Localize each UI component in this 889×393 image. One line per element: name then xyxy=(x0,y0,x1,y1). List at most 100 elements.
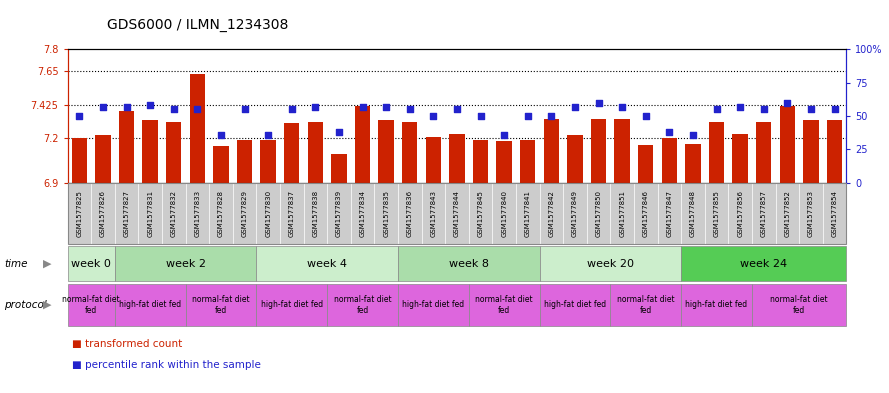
Text: week 8: week 8 xyxy=(449,259,489,269)
Text: protocol: protocol xyxy=(4,300,47,310)
Text: GSM1577835: GSM1577835 xyxy=(383,190,389,237)
Text: normal-fat diet
fed: normal-fat diet fed xyxy=(770,295,828,315)
Text: GSM1577828: GSM1577828 xyxy=(218,190,224,237)
Bar xyxy=(685,144,701,183)
Point xyxy=(638,113,653,119)
Point xyxy=(426,113,440,119)
Point xyxy=(474,113,488,119)
Text: normal-fat diet
fed: normal-fat diet fed xyxy=(476,295,533,315)
Text: GSM1577830: GSM1577830 xyxy=(265,190,271,237)
Point xyxy=(450,106,464,112)
Bar xyxy=(213,146,228,183)
Text: GSM1577854: GSM1577854 xyxy=(831,190,837,237)
Point xyxy=(709,106,724,112)
Bar xyxy=(614,119,629,183)
Bar xyxy=(95,135,110,183)
Text: GSM1577842: GSM1577842 xyxy=(549,190,555,237)
Text: GSM1577825: GSM1577825 xyxy=(76,190,83,237)
Text: week 4: week 4 xyxy=(308,259,347,269)
Text: GSM1577843: GSM1577843 xyxy=(430,190,436,237)
Text: normal-fat diet
fed: normal-fat diet fed xyxy=(333,295,391,315)
Bar xyxy=(284,123,300,183)
Point xyxy=(190,106,204,112)
Point xyxy=(166,106,180,112)
Bar xyxy=(756,122,772,183)
Bar xyxy=(260,140,276,183)
Bar xyxy=(567,135,582,183)
Bar xyxy=(402,122,418,183)
Bar xyxy=(780,106,795,183)
Bar xyxy=(709,122,725,183)
Point xyxy=(544,113,558,119)
Bar xyxy=(638,145,653,183)
Point xyxy=(497,132,511,138)
Bar xyxy=(189,74,205,183)
Text: GSM1577853: GSM1577853 xyxy=(808,190,814,237)
Point xyxy=(733,103,748,110)
Text: GSM1577844: GSM1577844 xyxy=(454,190,460,237)
Bar xyxy=(520,140,535,183)
Point xyxy=(662,129,677,135)
Text: GSM1577829: GSM1577829 xyxy=(242,190,247,237)
Bar xyxy=(308,122,323,183)
Text: GSM1577847: GSM1577847 xyxy=(667,190,672,237)
Text: GSM1577857: GSM1577857 xyxy=(761,190,766,237)
Text: week 2: week 2 xyxy=(165,259,205,269)
Bar xyxy=(496,141,512,183)
Point xyxy=(379,103,393,110)
Point xyxy=(757,106,771,112)
Text: GSM1577848: GSM1577848 xyxy=(690,190,696,237)
Point xyxy=(119,103,133,110)
Point xyxy=(332,129,346,135)
Bar xyxy=(544,119,559,183)
Point xyxy=(828,106,842,112)
Text: normal-fat diet
fed: normal-fat diet fed xyxy=(617,295,675,315)
Bar xyxy=(733,134,748,183)
Text: GSM1577856: GSM1577856 xyxy=(737,190,743,237)
Text: GSM1577852: GSM1577852 xyxy=(784,190,790,237)
Point xyxy=(521,113,535,119)
Text: GSM1577846: GSM1577846 xyxy=(643,190,649,237)
Text: GSM1577826: GSM1577826 xyxy=(100,190,106,237)
Text: GSM1577841: GSM1577841 xyxy=(525,190,531,237)
Point xyxy=(237,106,252,112)
Text: GSM1577827: GSM1577827 xyxy=(124,190,130,237)
Text: normal-fat diet
fed: normal-fat diet fed xyxy=(62,295,120,315)
Text: high-fat diet fed: high-fat diet fed xyxy=(119,301,181,309)
Text: week 0: week 0 xyxy=(71,259,111,269)
Bar xyxy=(827,120,842,183)
Text: GSM1577833: GSM1577833 xyxy=(195,190,200,237)
Bar xyxy=(166,122,181,183)
Point xyxy=(615,103,629,110)
Bar xyxy=(355,106,370,183)
Text: GSM1577851: GSM1577851 xyxy=(619,190,625,237)
Text: GSM1577839: GSM1577839 xyxy=(336,190,342,237)
Text: high-fat diet fed: high-fat diet fed xyxy=(403,301,464,309)
Text: week 20: week 20 xyxy=(587,259,634,269)
Point xyxy=(781,99,795,106)
Bar xyxy=(473,140,488,183)
Text: normal-fat diet
fed: normal-fat diet fed xyxy=(192,295,250,315)
Bar xyxy=(661,138,677,183)
Bar xyxy=(591,119,606,183)
Text: time: time xyxy=(4,259,28,269)
Point xyxy=(214,132,228,138)
Bar xyxy=(804,120,819,183)
Text: ▶: ▶ xyxy=(43,300,52,310)
Bar xyxy=(119,112,134,183)
Text: GSM1577836: GSM1577836 xyxy=(407,190,412,237)
Text: ▶: ▶ xyxy=(43,259,52,269)
Bar xyxy=(379,120,394,183)
Text: high-fat diet fed: high-fat diet fed xyxy=(544,301,606,309)
Text: week 24: week 24 xyxy=(741,259,788,269)
Point xyxy=(308,103,323,110)
Text: GSM1577840: GSM1577840 xyxy=(501,190,507,237)
Bar xyxy=(449,134,465,183)
Text: high-fat diet fed: high-fat diet fed xyxy=(685,301,748,309)
Point xyxy=(685,132,700,138)
Bar xyxy=(332,154,347,183)
Text: GSM1577845: GSM1577845 xyxy=(477,190,484,237)
Text: GSM1577838: GSM1577838 xyxy=(312,190,318,237)
Text: high-fat diet fed: high-fat diet fed xyxy=(260,301,323,309)
Text: ■ percentile rank within the sample: ■ percentile rank within the sample xyxy=(72,360,260,371)
